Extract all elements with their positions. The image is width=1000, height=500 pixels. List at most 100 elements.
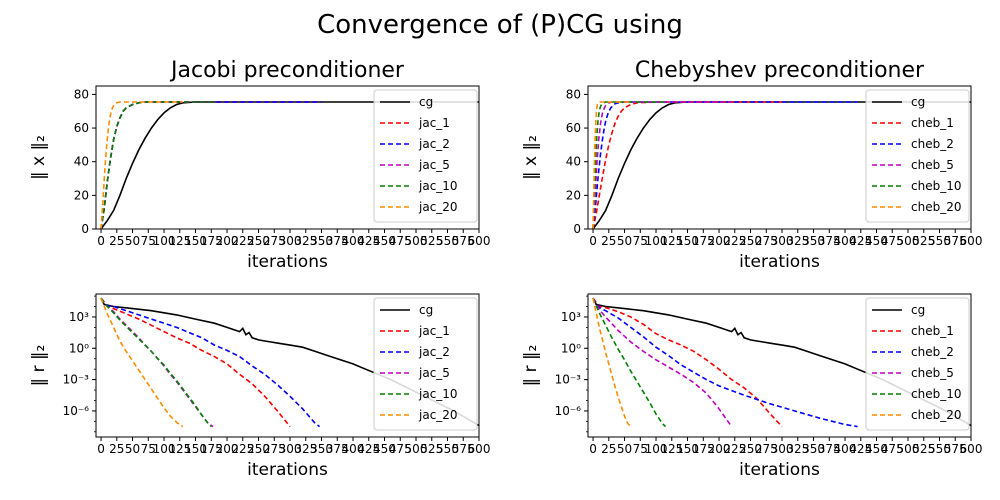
x-tick-label: 325 [786,234,809,248]
legend-label-cheb_10: cheb_10 [911,179,961,193]
series-line-cheb_1 [592,297,783,428]
series-line-jac_20 [100,101,183,229]
axes-frame [95,293,480,438]
x-tick-label: 325 [294,442,317,456]
x-tick-label: 250 [247,234,270,248]
y-tick-label: 60 [566,121,581,135]
x-tick-label: 300 [771,234,794,248]
legend-label-cheb_20: cheb_20 [911,200,961,214]
x-tick-label: 375 [326,442,349,456]
x-tick-label: 75 [633,442,648,456]
x-tick-label: 150 [676,442,699,456]
x-tick-label: 225 [231,442,254,456]
panel-title: Chebyshev preconditioner [635,58,925,83]
series-line-jac_10 [100,297,212,428]
x-tick-label: 125 [660,234,683,248]
x-tick-label: 275 [755,234,778,248]
x-tick-label: 325 [786,442,809,456]
y-tick-label: 10⁰ [561,341,581,355]
x-tick-label: 350 [802,234,825,248]
x-axis-label: iterations [739,252,820,272]
x-tick-label: 0 [97,442,105,456]
x-tick-label: 25 [109,234,124,248]
legend-label-jac_20: jac_20 [418,408,458,422]
y-tick-label: 60 [74,121,89,135]
y-tick-label: 10⁻³ [63,373,90,387]
series-line-cheb_10 [592,297,667,428]
legend-label-cheb_5: cheb_5 [911,366,954,380]
x-tick-label: 500 [405,442,428,456]
x-tick-label: 350 [310,234,333,248]
x-tick-label: 0 [589,234,597,248]
legend-label-cg: cg [419,95,433,109]
x-tick-label: 400 [342,234,365,248]
chart-panel-3: 0 25 50 75100125150175200225250275300325350… [29,293,490,480]
x-tick-label: 50 [617,234,632,248]
x-tick-label: 175 [692,442,715,456]
y-tick-label: 20 [566,188,581,202]
y-tick-label: 10⁻³ [555,373,582,387]
legend-label-cheb_1: cheb_1 [911,116,954,130]
x-tick-label: 400 [342,442,365,456]
axes-frame [95,85,480,230]
y-tick-label: 10⁰ [69,341,89,355]
x-tick-label: 325 [294,234,317,248]
legend-label-jac_1: jac_1 [418,116,450,130]
x-tick-label: 275 [263,234,286,248]
x-tick-label: 575 [452,442,475,456]
axes-frame [587,85,972,230]
series-line-cheb_2 [592,101,858,229]
series-line-cheb_5 [592,101,732,229]
x-tick-label: 50 [125,442,140,456]
x-tick-label: 550 [928,442,951,456]
y-tick-label: 80 [74,87,89,101]
x-tick-label: 200 [708,442,731,456]
x-tick-label: 100 [645,234,668,248]
x-tick-label: 400 [834,442,857,456]
x-tick-label: 300 [279,234,302,248]
x-tick-label: 175 [692,234,715,248]
x-tick-label: 25 [601,442,616,456]
x-tick-label: 300 [279,442,302,456]
x-tick-label: 0 [97,234,105,248]
legend-label-cg: cg [419,303,433,317]
series-line-jac_2 [100,101,322,229]
series-line-cg [100,101,479,229]
y-tick-label: 10³ [69,310,89,324]
x-tick-label: 550 [436,442,459,456]
series-line-jac_2 [100,297,321,428]
y-axis-label: ‖ r ‖₂ [29,345,49,387]
x-tick-label: 50 [125,234,140,248]
x-tick-label: 475 [389,442,412,456]
legend-label-jac_2: jac_2 [418,137,450,151]
x-tick-label: 525 [420,234,443,248]
x-tick-label: 375 [818,234,841,248]
x-tick-label: 275 [755,442,778,456]
series-line-cheb_5 [592,297,733,428]
legend-label-cheb_20: cheb_20 [911,408,961,422]
x-tick-label: 25 [601,234,616,248]
x-tick-label: 225 [231,234,254,248]
legend-label-cheb_10: cheb_10 [911,387,961,401]
x-tick-label: 475 [389,234,412,248]
legend-label-cg: cg [911,303,925,317]
x-tick-label: 75 [141,234,156,248]
y-tick-label: 40 [566,155,581,169]
legend-label-jac_2: jac_2 [418,345,450,359]
x-tick-label: 525 [912,234,935,248]
x-tick-label: 425 [357,442,380,456]
x-tick-label: 500 [405,234,428,248]
y-tick-label: 0 [573,222,581,236]
chart-panel-4: 0 25 50 75100125150175200225250275300325350… [521,293,982,480]
legend-label-cheb_2: cheb_2 [911,137,954,151]
x-tick-label: 150 [676,234,699,248]
x-tick-label: 375 [818,442,841,456]
x-tick-label: 200 [216,442,239,456]
y-axis-label: ‖ x ‖₂ [29,135,49,180]
x-tick-label: 550 [436,234,459,248]
y-axis-label: ‖ x ‖₂ [521,135,541,180]
x-tick-label: 125 [660,442,683,456]
legend-label-jac_5: jac_5 [418,158,450,172]
legend-label-cg: cg [911,95,925,109]
